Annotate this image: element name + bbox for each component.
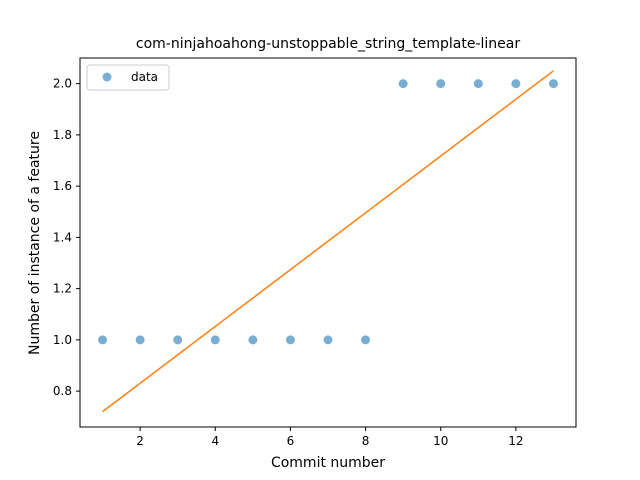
y-tick-label: 2.0 [53, 77, 72, 91]
data-point [323, 335, 333, 345]
data-point [248, 335, 258, 345]
y-tick-label: 1.0 [53, 333, 72, 347]
data-point [135, 335, 145, 345]
x-tick-label: 4 [211, 434, 219, 448]
legend-frame [86, 64, 170, 91]
axes-frame [79, 57, 577, 428]
data-point [511, 79, 521, 89]
legend-label-data: data [131, 70, 158, 84]
x-tick-label: 2 [136, 434, 144, 448]
data-point [473, 79, 483, 89]
data-point [210, 335, 220, 345]
legend-marker-data [102, 72, 112, 82]
fit-line [102, 70, 554, 413]
data-point [548, 79, 558, 89]
y-tick-label: 1.2 [53, 282, 72, 296]
data-point [98, 335, 108, 345]
y-axis-label: Number of instance of a feature [27, 131, 43, 355]
legend: data [86, 64, 170, 91]
y-tick-label: 1.8 [53, 128, 72, 142]
x-tick-label: 10 [433, 434, 448, 448]
data-point [361, 335, 371, 345]
x-tick-label: 12 [508, 434, 523, 448]
y-tick-label: 1.6 [53, 179, 72, 193]
data-point [398, 79, 408, 89]
x-axis-label: Commit number [271, 455, 385, 471]
y-tick-label: 1.4 [53, 230, 72, 244]
x-tick-label: 6 [287, 434, 295, 448]
chart-title: com-ninjahoahong-unstoppable_string_temp… [136, 36, 520, 52]
data-point [173, 335, 183, 345]
data-point [436, 79, 446, 89]
y-tick-label: 0.8 [53, 384, 72, 398]
data-point [285, 335, 295, 345]
plot-area: 2 4 6 8 10 12 0.8 1.0 1.2 1.4 1.6 1.8 2.0 [53, 57, 577, 448]
x-tick-label: 8 [362, 434, 370, 448]
